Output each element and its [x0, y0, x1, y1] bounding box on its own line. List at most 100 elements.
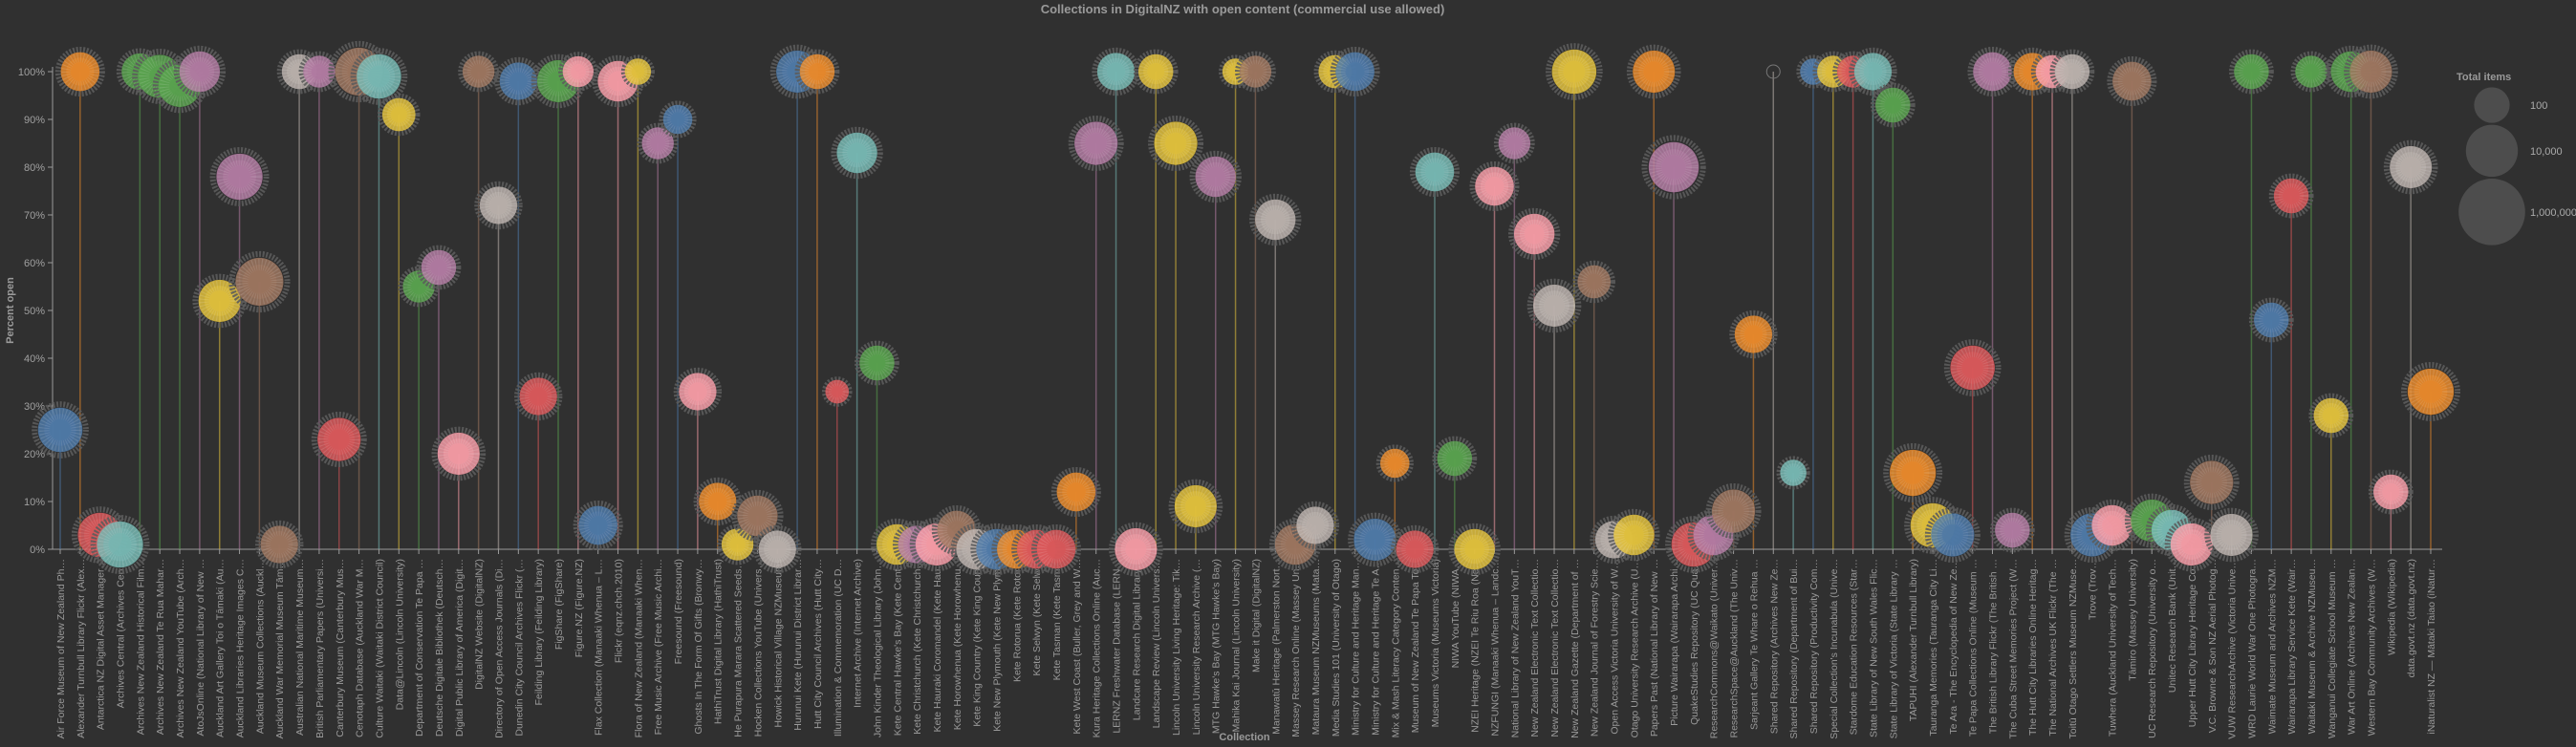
x-tick-label: New Zealand Gazette (Department of … [1569, 559, 1581, 738]
bubble-halo [2204, 507, 2259, 563]
legend-title: Total items [2457, 72, 2511, 83]
bubble-core [1285, 534, 1306, 555]
bubble-core [328, 428, 351, 451]
x-tick-label: Hutt City Council Archives (Hutt City… [812, 559, 824, 729]
bubble-halo [855, 340, 899, 386]
x-tick-label: Media Studies 101 (University of Otago) [1331, 559, 1342, 736]
bubble [637, 122, 679, 164]
bubble-core [1786, 466, 1800, 480]
legend-label: 10,000 [2530, 146, 2563, 158]
bubble-halo [1133, 49, 1179, 95]
bubble-core [1660, 154, 1687, 181]
bubble-core [2101, 515, 2123, 536]
x-tick-label: The Hutt City Libraries Online Heritag… [2027, 559, 2039, 736]
bubble-core [1066, 481, 1087, 502]
x-tick-label: Auckland Art Gallery Toi o Tāmaki (Au… [215, 559, 227, 737]
bubble-core [429, 258, 448, 277]
x-tick-label: WRD Laurie World War One Photogra… [2246, 559, 2258, 738]
bubble-core [1586, 273, 1603, 290]
bubble-halo [637, 122, 679, 164]
x-tick-label: Freesound (Freesound) [673, 559, 684, 664]
bubble-core [729, 536, 746, 553]
y-tick-label: 30% [24, 401, 45, 413]
bubble-core [1643, 60, 1665, 83]
x-tick-label: New Zealand Journal of Forestry Scie… [1590, 559, 1601, 736]
x-tick-label: Trove (Trov… [2088, 559, 2099, 620]
bubble-core [1884, 96, 1902, 115]
bubble [1092, 47, 1140, 96]
x-tick-label: Alexander Turnbull Library Flickr (Alex… [76, 559, 87, 738]
bubble-core [1085, 132, 1108, 155]
bubble-core [1623, 524, 1644, 545]
bubble [173, 45, 227, 98]
x-tick-label: Free Music Archive (Free Music Archi… [653, 559, 664, 735]
bubble-halo [558, 52, 598, 92]
bubble [2086, 499, 2138, 552]
bubble [620, 54, 655, 89]
x-tick-label: Cenotaph Database (Auckland War M… [355, 559, 366, 737]
bubble-core [2360, 60, 2382, 83]
bubble [1249, 193, 1302, 246]
bubble-halo [2183, 454, 2240, 511]
bubble-halo [1849, 47, 1897, 96]
bubble-core [1306, 516, 1325, 535]
bubble-core [470, 63, 487, 80]
bubble-core [270, 535, 290, 554]
x-tick-label: Antarctica NZ Digital Asset Manager… [96, 559, 107, 730]
x-tick-label: Special Collection's Incunabula (Unive… [1829, 559, 1840, 739]
bubble-halo [1330, 46, 1380, 97]
bubble-core [367, 65, 391, 88]
bubble [1030, 523, 1082, 575]
x-tick-label: Internet Archive (Internet Archive) [853, 559, 864, 708]
bubble-halo [1883, 443, 1943, 502]
bubble [1849, 47, 1897, 96]
x-tick-label: Picture Wairarapa (Wairarapa Archi… [1669, 559, 1680, 726]
x-tick-label: NZFUNGI (Manaaki Whenua – Landc… [1490, 559, 1502, 736]
bubble-halo [513, 372, 563, 421]
x-tick-label: National Library of New Zealand YouT… [1509, 559, 1521, 737]
x-tick-label: The National Archives UK Flickr (The … [2047, 559, 2059, 736]
x-tick-label: Culture Waitaki (Waitaki District Counci… [374, 559, 385, 738]
x-tick-label: John Kinder Theological Library (John… [872, 559, 883, 737]
x-tick-label: Kura Heritage Collections Online (Auc… [1092, 559, 1103, 737]
bubble [1409, 146, 1461, 198]
x-tick-label: Landcare Research Digital Library… [1131, 559, 1142, 720]
bubble [32, 401, 89, 459]
bubble-halo [1189, 150, 1242, 203]
x-tick-label: Kete Selwyn (Kete Selw… [1031, 559, 1043, 676]
bubble-core [1505, 135, 1523, 152]
bubble-halo [192, 273, 248, 329]
bubble [2049, 49, 2095, 95]
bubble-halo [1526, 278, 1582, 333]
bubble [1776, 456, 1810, 490]
bubble [1448, 523, 1501, 576]
bubble-halo [1409, 146, 1461, 198]
x-tick-label: MTG Hawke's Bay (MTG Hawke's Bay) [1211, 559, 1223, 734]
x-tick-label: VUW ResearchArchive (Victoria Unive… [2227, 559, 2239, 739]
x-tick-label: New Zealand Electronic Text Collectio… [1549, 559, 1561, 737]
bubble-halo [573, 500, 623, 551]
bubble-halo [2268, 173, 2314, 219]
bubble [2401, 362, 2460, 421]
x-tick-label: Auckland Museum Collections (Auckl… [254, 559, 266, 734]
bubble-halo [1448, 523, 1501, 576]
bubble-halo [209, 147, 270, 206]
bubble-core [1205, 166, 1226, 187]
bubble-halo [1493, 122, 1535, 164]
bubble-core [447, 442, 469, 465]
bubble [2290, 51, 2332, 93]
bubble-core [189, 61, 210, 82]
bubble-halo [228, 250, 291, 313]
bubble-core [1524, 224, 1545, 245]
bubble-hollow [1765, 64, 1781, 79]
x-tick-label: Data@Lincoln (Lincoln University) [394, 559, 405, 710]
bubble-halo [821, 376, 853, 407]
x-tick-label: Wikipedia (Wikipedia) [2386, 559, 2397, 655]
x-tick-label: State Library of New South Wales Flic… [1868, 559, 1879, 737]
bubble-core [49, 418, 72, 441]
bubble-core [208, 289, 230, 312]
x-tick-label: State Library of Victoria (State Library… [1888, 559, 1899, 738]
x-tick-label: Toitū Otago Settlers Museum NZMuse… [2067, 559, 2079, 738]
bubble-halo [1109, 522, 1163, 577]
